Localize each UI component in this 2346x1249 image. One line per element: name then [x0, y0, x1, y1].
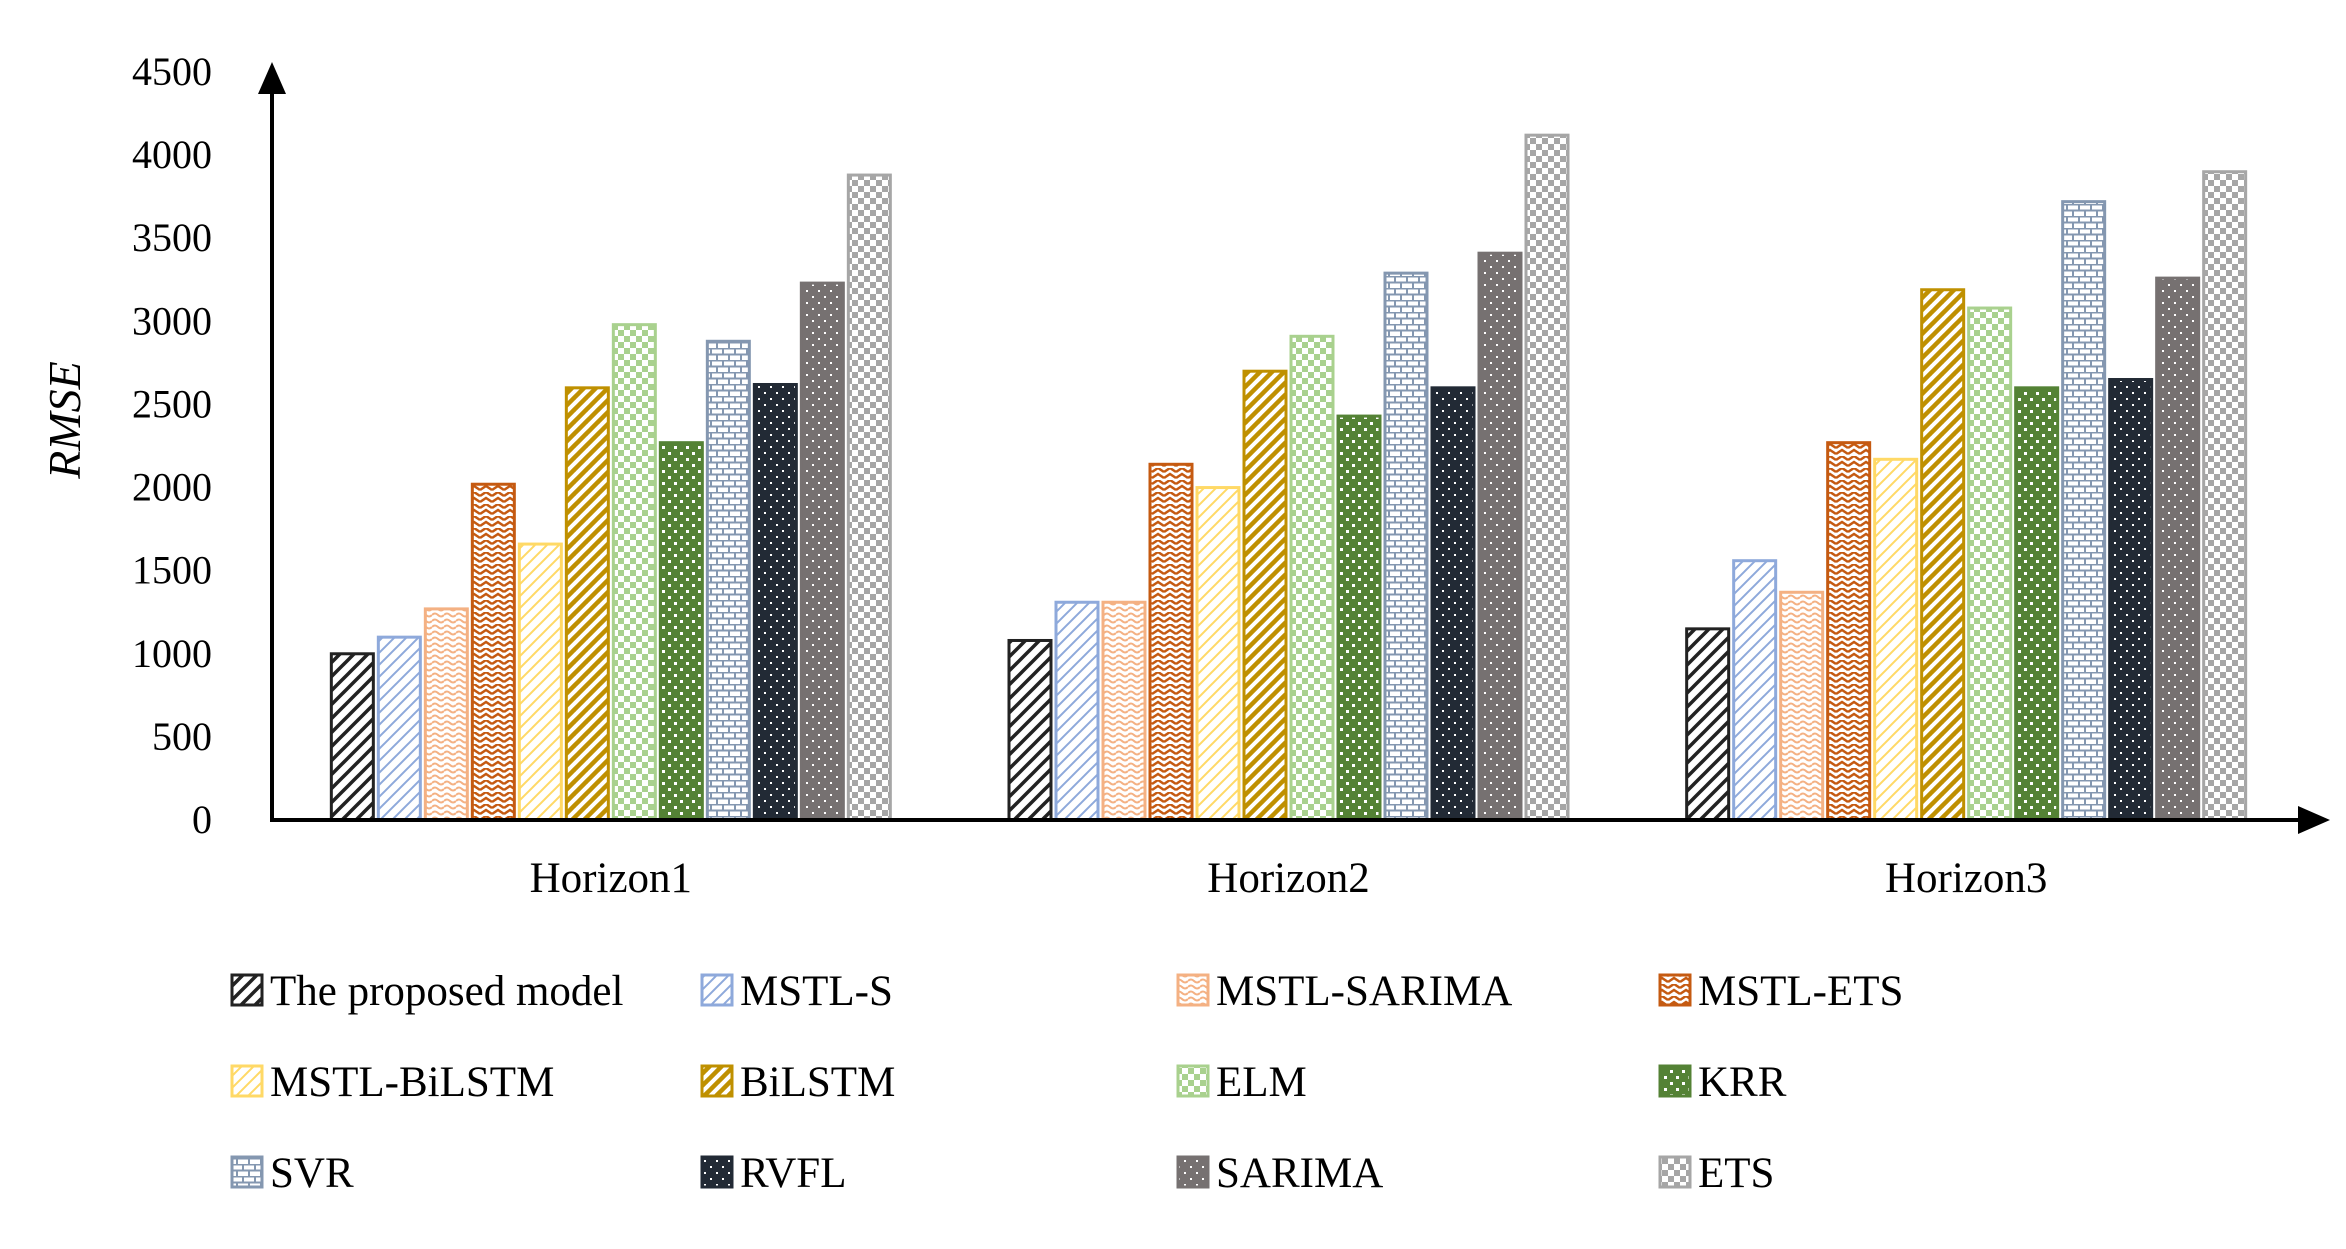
bar: [2108, 378, 2154, 822]
legend: The proposed model MSTL-S MSTL-SARIMA MSTL-…: [230, 968, 1903, 1197]
bar: [1524, 133, 1570, 822]
bar: [1685, 627, 1731, 822]
bar: [1826, 441, 1872, 822]
bar: [1195, 486, 1241, 822]
y-tick-label: 1500: [132, 548, 212, 593]
legend-label: BiLSTM: [740, 1059, 895, 1106]
y-axis-arrow: [258, 62, 286, 94]
y-tick-label: 4000: [132, 132, 212, 177]
bar: [376, 635, 422, 822]
x-category-label: Horizon3: [1885, 855, 2047, 902]
bar: [1289, 334, 1335, 822]
bar: [846, 173, 892, 822]
bar: [2155, 276, 2201, 822]
bar: [611, 323, 657, 822]
legend-swatch: [230, 1064, 264, 1098]
bar: [329, 652, 375, 822]
legend-label: RVFL: [740, 1150, 846, 1197]
legend-swatch: [1176, 1155, 1210, 1189]
legend-label: The proposed model: [270, 968, 624, 1015]
x-category-label: Horizon1: [530, 855, 692, 902]
axes-group: [258, 62, 2330, 834]
bar: [1336, 414, 1382, 822]
y-tick-label: 500: [152, 714, 212, 759]
bar: [470, 482, 516, 822]
legend-swatch: [1658, 973, 1692, 1007]
bar: [1383, 271, 1429, 822]
legend-swatch: [230, 973, 264, 1007]
bar: [1477, 251, 1523, 822]
y-tick-label: 2500: [132, 381, 212, 426]
bar: [1920, 288, 1966, 822]
bar: [2202, 170, 2248, 822]
bar: [752, 382, 798, 822]
bar: [1779, 590, 1825, 822]
bars-group: [329, 133, 2248, 822]
legend-label: MSTL-S: [740, 968, 893, 1015]
y-axis-label: RMSE: [39, 361, 90, 480]
bar: [2014, 386, 2060, 822]
legend-label: SARIMA: [1216, 1150, 1383, 1197]
legend-swatch: [1658, 1155, 1692, 1189]
legend-label: MSTL-BiLSTM: [270, 1059, 554, 1106]
bar: [564, 386, 610, 822]
bar: [1430, 386, 1476, 822]
legend-label: KRR: [1698, 1059, 1787, 1106]
y-tick-label: 1000: [132, 631, 212, 676]
bar: [1148, 462, 1194, 822]
legend-label: MSTL-ETS: [1698, 968, 1903, 1015]
y-tick-label: 4500: [132, 49, 212, 94]
legend-label: MSTL-SARIMA: [1216, 968, 1512, 1015]
legend-swatch: [1658, 1064, 1692, 1098]
legend-label: ELM: [1216, 1059, 1307, 1106]
y-tick-label: 2000: [132, 465, 212, 510]
bar: [2061, 200, 2107, 822]
y-tick-label: 3500: [132, 215, 212, 260]
bar: [1101, 600, 1147, 822]
bar: [423, 607, 469, 822]
legend-swatch: [700, 973, 734, 1007]
y-tick-labels: 0 500 1000 1500 2000 2500 3000 3500 4000 4500: [132, 49, 212, 842]
bar: [799, 281, 845, 822]
x-category-labels: Horizon1 Horizon2 Horizon3: [530, 855, 2048, 902]
y-tick-label: 0: [192, 797, 212, 842]
bar: [1054, 600, 1100, 822]
y-tick-label: 3000: [132, 298, 212, 343]
legend-swatch: [1176, 973, 1210, 1007]
bar: [517, 542, 563, 822]
bar: [1242, 369, 1288, 822]
x-axis-arrow: [2298, 806, 2330, 834]
bar: [1007, 638, 1053, 822]
bar: [705, 339, 751, 822]
bar: [658, 441, 704, 822]
x-category-label: Horizon2: [1207, 855, 1369, 902]
legend-swatch: [700, 1064, 734, 1098]
bar: [1967, 306, 2013, 822]
legend-swatch: [700, 1155, 734, 1189]
legend-swatch: [230, 1155, 264, 1189]
legend-swatch: [1176, 1064, 1210, 1098]
bar: [1732, 559, 1778, 822]
bar: [1873, 457, 1919, 822]
legend-label: SVR: [270, 1150, 354, 1197]
legend-label: ETS: [1698, 1150, 1774, 1197]
